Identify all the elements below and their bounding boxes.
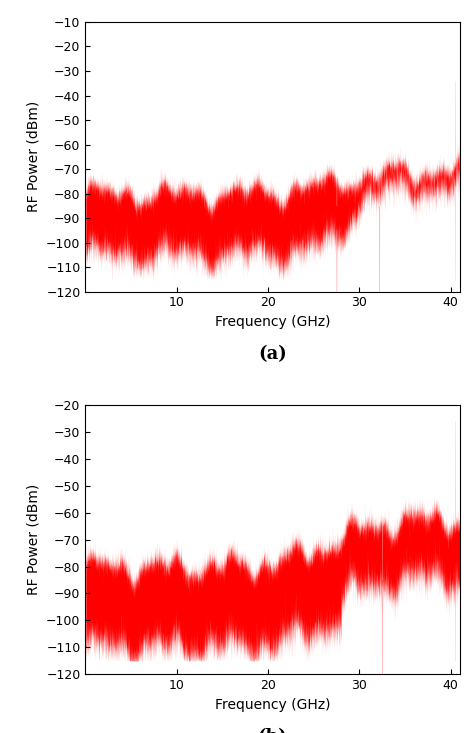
Text: (a): (a) [258,345,287,364]
X-axis label: Frequency (GHz): Frequency (GHz) [215,698,330,712]
X-axis label: Frequency (GHz): Frequency (GHz) [215,315,330,329]
Text: (b): (b) [258,729,287,733]
Y-axis label: RF Power (dBm): RF Power (dBm) [27,484,41,595]
Y-axis label: RF Power (dBm): RF Power (dBm) [27,101,41,213]
